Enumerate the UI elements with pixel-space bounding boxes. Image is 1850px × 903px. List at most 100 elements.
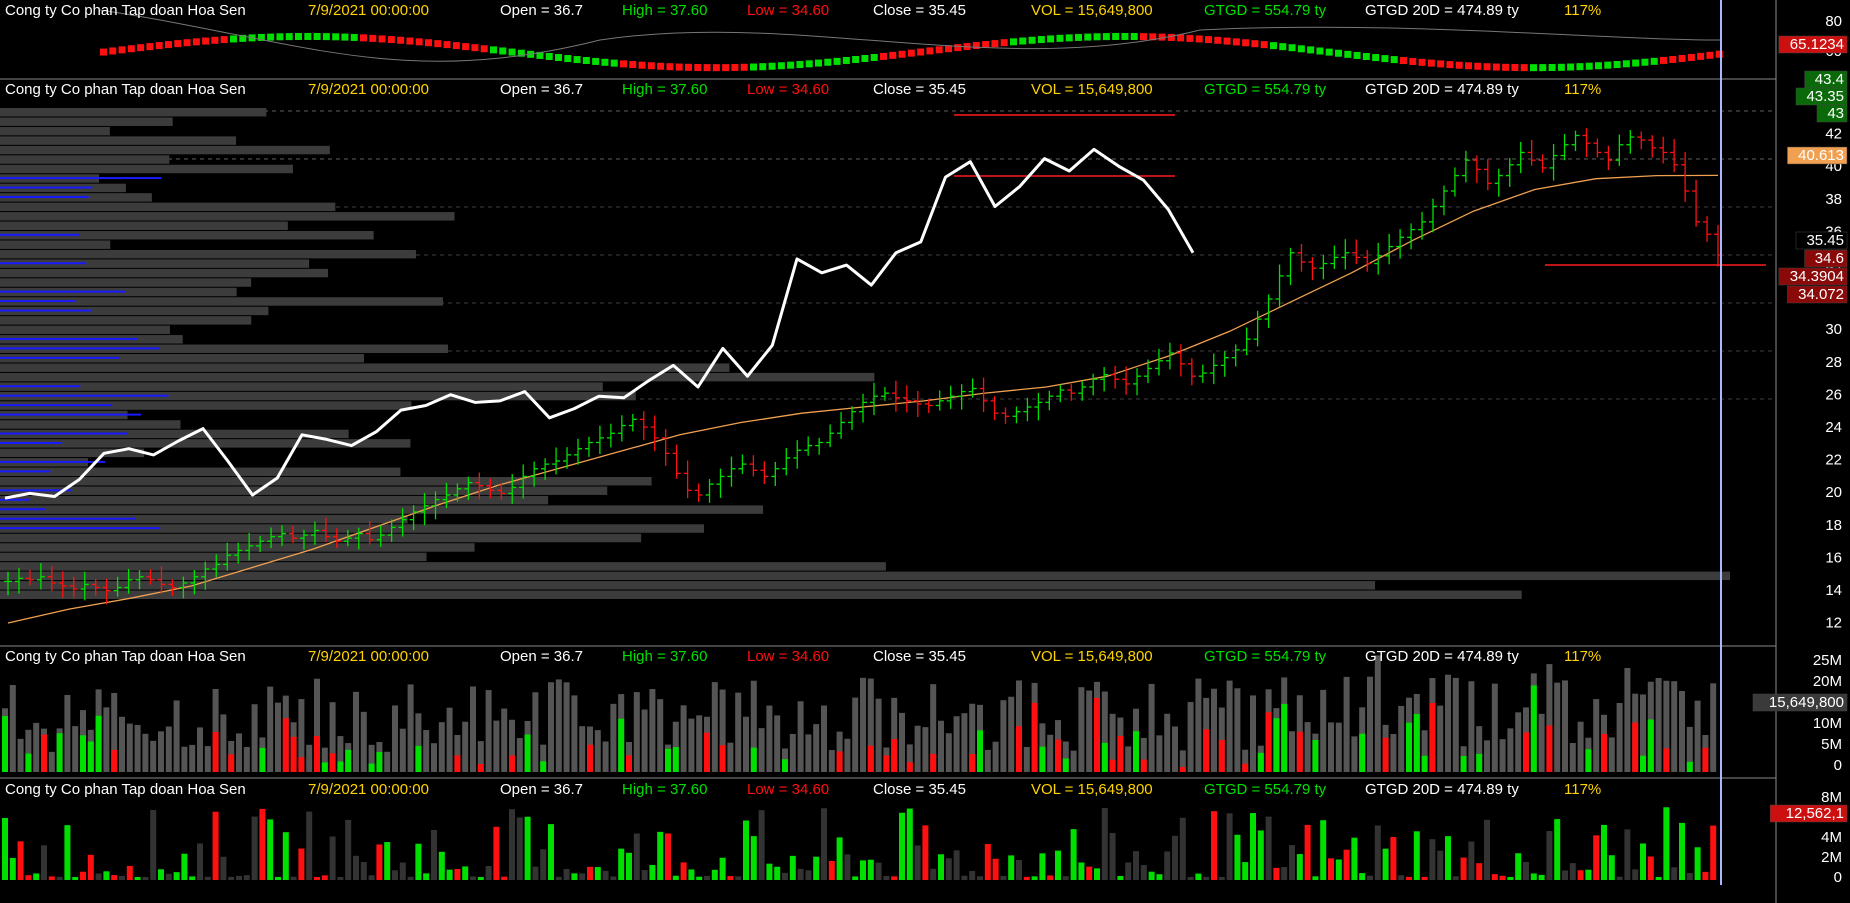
- oscillator-bar: [815, 59, 822, 67]
- oscillator-bar: [638, 61, 646, 69]
- flow-bar: [750, 836, 757, 880]
- header-high: High = 37.60: [622, 648, 707, 665]
- volume-bar-colored: [321, 762, 328, 772]
- oscillator-bar: [1437, 60, 1445, 68]
- profile-bar: [0, 420, 181, 429]
- flow-bar: [72, 876, 79, 880]
- volume-bar-colored: [212, 731, 219, 772]
- volume-bar: [360, 711, 367, 772]
- flow-bar: [1094, 868, 1100, 880]
- volume-bar: [17, 738, 24, 772]
- flow-bar: [813, 856, 820, 880]
- flow-bar: [1398, 875, 1405, 880]
- flow-bar: [1601, 824, 1607, 880]
- oscillator-bar: [1372, 54, 1380, 62]
- flow-bar: [48, 876, 55, 880]
- flow-bar: [1133, 851, 1139, 880]
- oscillator-bar: [1140, 33, 1147, 41]
- oscillator-bar: [1177, 34, 1185, 42]
- volume-bar: [891, 697, 898, 772]
- profile-bar: [0, 391, 636, 401]
- flow-bar: [1663, 807, 1670, 880]
- flow-bar: [267, 819, 274, 880]
- volume-bar-colored: [509, 755, 515, 772]
- volume-bar: [906, 744, 913, 772]
- volume-bar-colored: [1663, 748, 1670, 772]
- volume-bar-colored: [883, 755, 890, 772]
- volume-bar: [1242, 749, 1249, 772]
- oscillator-bar: [1604, 61, 1612, 69]
- flow-bar: [462, 866, 469, 880]
- oscillator-bar: [118, 46, 126, 54]
- flow-bar: [392, 870, 398, 880]
- flow-bar: [1640, 843, 1646, 880]
- oscillator-bar: [415, 38, 423, 46]
- flow-bar: [1312, 876, 1319, 880]
- profile-bar: [0, 514, 408, 524]
- flow-bar: [509, 809, 515, 880]
- header-close: Close = 35.45: [873, 81, 966, 98]
- flow-bar: [797, 868, 804, 880]
- volume-bar: [945, 733, 952, 772]
- axis-tick-label: 14: [1825, 582, 1842, 599]
- flow-bar: [696, 876, 703, 880]
- volume-bar: [1421, 730, 1428, 772]
- oscillator-bar: [889, 51, 897, 59]
- volume-bar-colored: [329, 753, 336, 772]
- oscillator-bar: [471, 44, 479, 52]
- flow-bar: [111, 875, 118, 880]
- flow-bar: [1554, 819, 1561, 880]
- flow-bar: [119, 875, 125, 880]
- oscillator-bar: [267, 33, 275, 41]
- profile-bar-buy: [0, 309, 92, 312]
- flow-bar: [314, 876, 320, 880]
- volume-bar: [719, 689, 726, 772]
- flow-bar: [618, 848, 625, 880]
- volume-bar: [1086, 690, 1093, 772]
- volume-bar-colored: [524, 734, 531, 772]
- volume-bar: [532, 692, 539, 772]
- header-open: Open = 36.7: [500, 648, 583, 665]
- volume-bar: [111, 692, 118, 772]
- volume-bar-colored: [1460, 756, 1467, 772]
- volume-bar-colored: [56, 733, 63, 772]
- volume-bar-colored: [665, 748, 671, 772]
- volume-bar-colored: [415, 745, 422, 772]
- oscillator-bar: [174, 40, 182, 48]
- flow-bar: [688, 869, 695, 880]
- oscillator-bar: [183, 39, 191, 47]
- value-badge-text: 34.6: [1815, 250, 1844, 267]
- flow-bar: [665, 833, 671, 880]
- axis-tick-label: 8M: [1821, 789, 1842, 806]
- flow-bar: [977, 876, 983, 880]
- oscillator-bar: [787, 61, 795, 69]
- volume-bar: [1367, 676, 1373, 772]
- volume-bar-colored: [95, 715, 102, 772]
- flow-bar: [1484, 819, 1490, 880]
- oscillator-bar: [387, 36, 395, 44]
- oscillator-bar: [1687, 53, 1695, 61]
- oscillator-bar: [1075, 33, 1082, 41]
- axis-tick-label: 18: [1825, 517, 1842, 534]
- oscillator-bar: [629, 61, 637, 69]
- value-badge: [1804, 249, 1848, 268]
- volume-bar: [1109, 713, 1116, 772]
- volume-bar: [1374, 655, 1381, 772]
- volume-bar: [1234, 688, 1241, 772]
- profile-bar: [0, 448, 145, 458]
- flow-bar: [1593, 835, 1600, 880]
- volume-bar-colored: [1133, 731, 1139, 772]
- oscillator-bar: [536, 51, 544, 59]
- oscillator-bar: [592, 57, 600, 65]
- flow-bar: [1421, 876, 1428, 880]
- volume-bar-colored: [1140, 759, 1147, 772]
- oscillator-bar: [842, 56, 850, 64]
- volume-bar: [797, 701, 804, 772]
- oscillator-bar: [657, 62, 665, 70]
- volume-bar: [306, 744, 313, 772]
- volume-axis: 25M20M15M10M5M015,649,800: [1752, 652, 1848, 774]
- flow-bar: [992, 858, 999, 880]
- volume-bar: [446, 707, 453, 772]
- flow-bar: [579, 873, 586, 880]
